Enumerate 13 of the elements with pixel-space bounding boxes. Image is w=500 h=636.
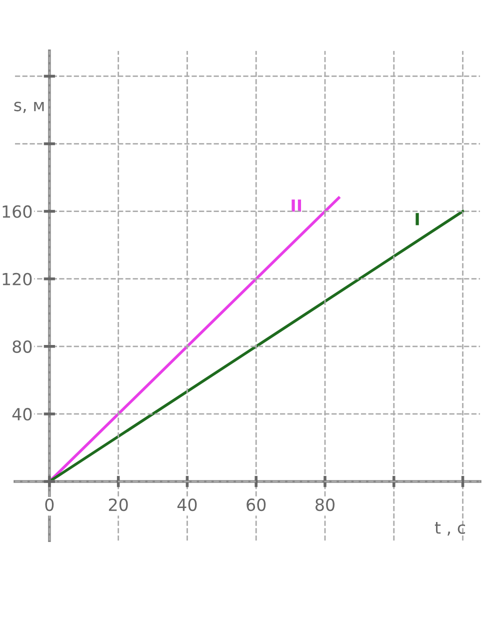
y-axis-title: s, м bbox=[14, 102, 44, 114]
y-tick-label: 120 bbox=[2, 272, 32, 286]
x-axis-title: t , c bbox=[434, 522, 466, 536]
y-tick-label: 160 bbox=[2, 205, 32, 218]
x-tick-label: 60 bbox=[246, 498, 266, 512]
x-tick-label: 80 bbox=[316, 498, 334, 512]
y-tick-label: 40 bbox=[12, 408, 32, 421]
x-tick-label: 20 bbox=[108, 498, 128, 512]
x-tick-label: 0 bbox=[45, 498, 54, 512]
series-label: II bbox=[292, 200, 302, 212]
x-tick-label: 40 bbox=[177, 498, 197, 512]
series-label: I bbox=[416, 213, 419, 226]
y-tick-label: 80 bbox=[12, 340, 32, 353]
